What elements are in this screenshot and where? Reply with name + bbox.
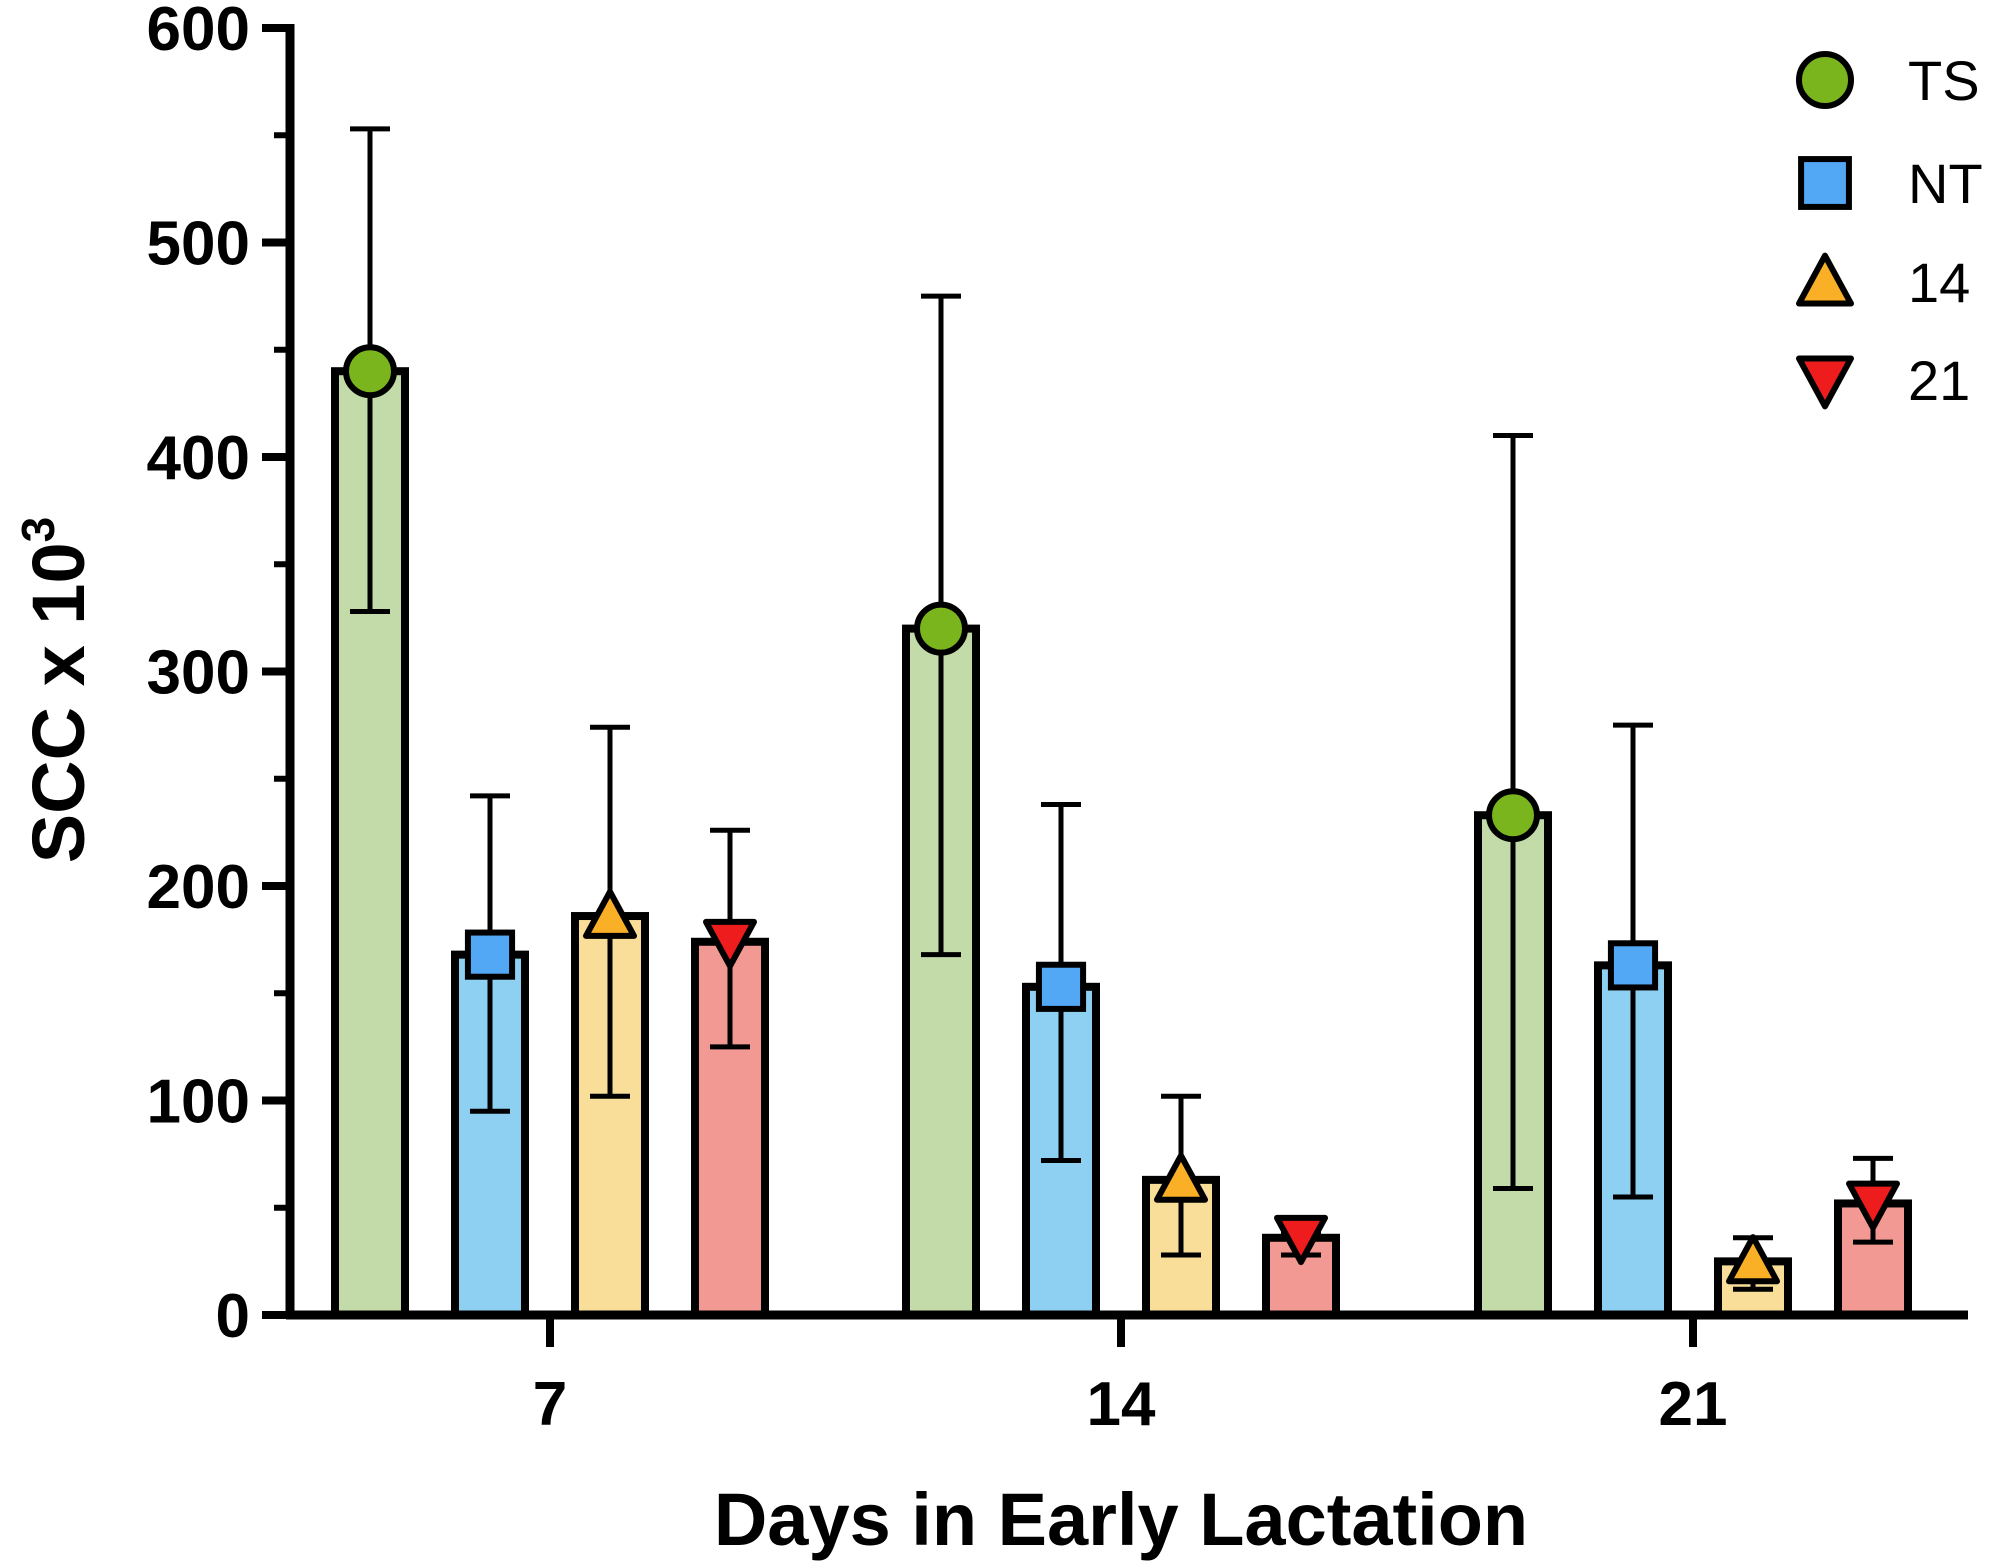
legend-marker-21 [1796,355,1854,410]
point-21-21 [1846,1180,1900,1231]
y-tick-label-500: 500 [147,210,250,279]
point-NT-7 [464,929,516,980]
legend-marker-14 [1796,252,1854,307]
legend: TS NT 14 21 [1796,49,1983,412]
y-tick-label-400: 400 [147,424,250,493]
bars-layer [331,367,1912,1320]
y-tick-label-200: 200 [147,853,250,922]
axis-titles: Days in Early Lactation SCC x 103 [12,517,1528,1561]
legend-label-TS: TS [1908,49,1980,112]
point-21-14 [1274,1214,1328,1266]
point-TS-7 [343,344,397,399]
y-axis-title-main: SCC x 10 [17,542,100,863]
legend-label-21: 21 [1908,349,1970,412]
legend-label-NT: NT [1908,152,1983,215]
axes-layer: 0 100 200 300 400 500 600 7 14 21 [147,0,1968,1439]
bar-NT-7 [451,950,529,1319]
point-NT-14 [1035,961,1087,1012]
x-tick-label-21: 21 [1659,1370,1728,1439]
x-tick-label-14: 14 [1087,1370,1156,1439]
y-tick-label-300: 300 [147,639,250,708]
y-tick-label-100: 100 [147,1068,250,1137]
point-14-7 [583,888,637,939]
y-axis-title-superscript: 3 [12,517,64,543]
point-14-21 [1726,1234,1780,1285]
x-tick-label-7: 7 [533,1370,567,1439]
point-TS-21 [1486,788,1540,843]
point-NT-21 [1607,940,1659,991]
point-14-14 [1154,1152,1208,1203]
y-axis-title: SCC x 103 [12,517,100,863]
x-axis-title: Days in Early Lactation [714,1478,1528,1561]
y-tick-label-600: 600 [147,0,250,64]
y-tick-label-0: 0 [216,1282,250,1351]
point-21-7 [703,918,757,970]
point-TS-14 [914,601,968,656]
legend-label-14: 14 [1908,251,1970,314]
legend-marker-TS [1796,51,1854,109]
legend-marker-NT [1798,156,1852,210]
markers-layer [343,344,1900,1285]
